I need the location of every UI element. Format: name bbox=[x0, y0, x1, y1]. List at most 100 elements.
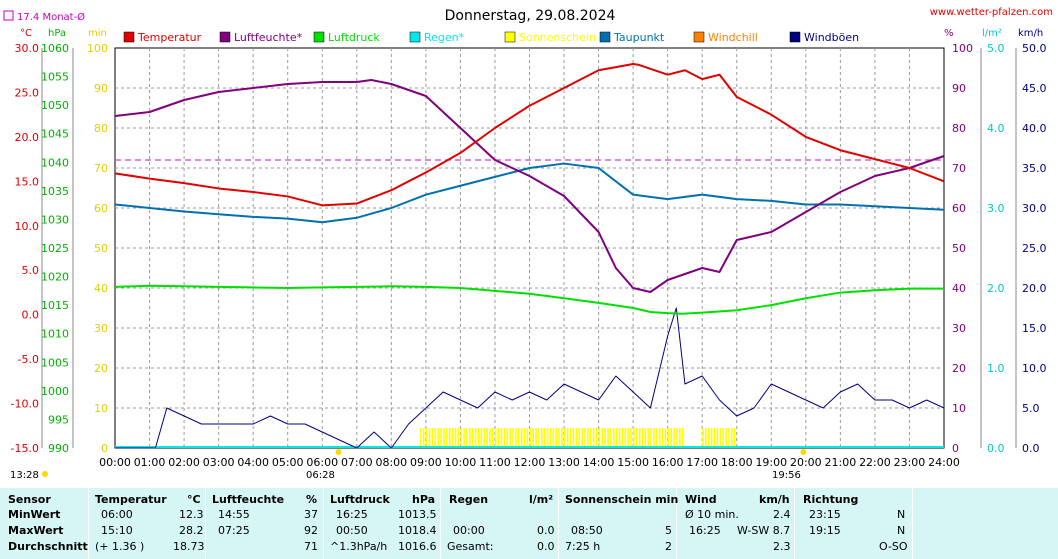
stats-time: 07:25 bbox=[218, 524, 250, 537]
legend-swatch bbox=[599, 31, 611, 43]
sunshine-bar bbox=[650, 428, 652, 448]
sunshine-bar bbox=[647, 428, 650, 448]
x-tick-label: 01:00 bbox=[134, 456, 166, 469]
sunshine-bar bbox=[538, 428, 540, 448]
stats-value: 0.0 bbox=[537, 524, 555, 537]
sunrise-label: 06:28 bbox=[306, 470, 335, 481]
wind-axis-tick-label: 45.0 bbox=[1022, 82, 1047, 95]
percent-axis-tick-label: 10 bbox=[952, 402, 966, 415]
sunshine-bar bbox=[681, 428, 684, 448]
sunshine-bar bbox=[446, 428, 448, 448]
sunshine-bar bbox=[503, 428, 506, 448]
sunshine-bar bbox=[664, 428, 667, 448]
sunshine-bar bbox=[719, 428, 722, 448]
pressure-axis-tick-label: 1030 bbox=[41, 213, 69, 226]
pressure-axis-tick-label: 1020 bbox=[41, 271, 69, 284]
sunshine-bar bbox=[578, 428, 581, 448]
stats-header-wind: Wind bbox=[685, 493, 717, 506]
stats-value: 71 bbox=[304, 540, 318, 553]
pressure-axis-tick-label: 995 bbox=[48, 413, 69, 426]
sunshine-bar bbox=[589, 428, 592, 448]
sunshine-bar bbox=[434, 428, 437, 448]
sunshine-bar bbox=[716, 428, 719, 448]
stats-time: Ø 10 min. bbox=[685, 508, 739, 521]
sunshine-bar bbox=[497, 428, 500, 448]
unit-hpa: hPa bbox=[48, 28, 66, 39]
sunshine-bar bbox=[581, 428, 583, 448]
sunshine-bar bbox=[431, 428, 434, 448]
sunshine-bar bbox=[621, 428, 624, 448]
temp-axis-tick-label: 5.0 bbox=[22, 264, 40, 277]
x-tick-label: 22:00 bbox=[859, 456, 891, 469]
wind-axis-tick-label: 20.0 bbox=[1022, 282, 1047, 295]
sunshine-bar bbox=[532, 428, 534, 448]
wind-axis-tick-label: 50.0 bbox=[1022, 42, 1047, 55]
x-tick-label: 24:00 bbox=[928, 456, 960, 469]
sunshine-bar bbox=[535, 428, 537, 448]
stats-value: N bbox=[897, 508, 906, 521]
sunshine-bar bbox=[587, 428, 589, 448]
stats-time: 19:15 bbox=[809, 524, 841, 537]
x-tick-label: 20:00 bbox=[790, 456, 822, 469]
sunshine-bar bbox=[440, 428, 442, 448]
minutes-axis-tick-label: 0 bbox=[101, 442, 108, 455]
wind-axis-tick-label: 5.0 bbox=[1022, 402, 1040, 415]
legend-label: Temperatur bbox=[137, 31, 202, 44]
chart-legend: Temperatur Luftfeuchte* Luftdruck Regen* Son… bbox=[123, 31, 859, 44]
sunshine-bar bbox=[558, 428, 560, 448]
pressure-axis-tick-label: 1010 bbox=[41, 328, 69, 341]
site-link[interactable]: www.wetter-pfalzen.com bbox=[930, 7, 1053, 18]
pressure-axis-tick-label: 1050 bbox=[41, 99, 69, 112]
wind-axis-tick-label: 30.0 bbox=[1022, 202, 1047, 215]
sunshine-bar bbox=[610, 428, 612, 448]
sunshine-bar bbox=[702, 428, 704, 448]
stats-value: 92 bbox=[304, 524, 318, 537]
sun-marker-icon bbox=[800, 449, 807, 455]
chart-marks bbox=[114, 63, 945, 455]
sunshine-bar bbox=[489, 428, 491, 448]
moonset-label: 13:28 bbox=[10, 470, 39, 481]
sunshine-bar bbox=[630, 428, 632, 448]
stats-col-sunshine: Sonnenschein min 08:50 5 7:25 h 2 bbox=[559, 488, 679, 559]
temp-axis-tick-label: 0.0 bbox=[22, 309, 40, 322]
sunshine-bar bbox=[730, 428, 733, 448]
sunshine-bar bbox=[713, 428, 716, 448]
series-line-wind-gusts bbox=[115, 307, 945, 449]
stats-header-rain: Regen bbox=[449, 493, 489, 506]
temp-axis-tick-label: -15.0 bbox=[11, 442, 39, 455]
sunshine-bar bbox=[466, 428, 468, 448]
legend-swatch bbox=[789, 31, 801, 43]
sunshine-bar bbox=[469, 428, 471, 448]
minutes-axis-tick-label: 50 bbox=[94, 242, 108, 255]
rain-axis-tick-label: 1.0 bbox=[987, 362, 1005, 375]
temp-axis-tick-label: -10.0 bbox=[11, 398, 39, 411]
x-tick-label: 11:00 bbox=[479, 456, 511, 469]
x-tick-label: 21:00 bbox=[825, 456, 857, 469]
legend-swatch bbox=[409, 31, 421, 43]
pressure-axis-tick-label: 1000 bbox=[41, 385, 69, 398]
sunshine-bar bbox=[457, 428, 460, 448]
sunshine-bar bbox=[460, 428, 463, 448]
sunshine-bar bbox=[705, 428, 707, 448]
temp-axis-tick-label: 20.0 bbox=[15, 131, 40, 144]
x-tick-label: 10:00 bbox=[445, 456, 477, 469]
stats-col-wind: Wind km/h Ø 10 min. 2.4 16:25 W-SW 8.7 2… bbox=[677, 488, 795, 559]
stats-header-sunshine: Sonnenschein min bbox=[565, 493, 679, 506]
sunshine-bar bbox=[443, 428, 445, 448]
x-tick-label: 23:00 bbox=[894, 456, 926, 469]
x-tick-label: 00:00 bbox=[99, 456, 131, 469]
wind-axis-tick-label: 10.0 bbox=[1022, 362, 1047, 375]
stats-col-direction: Richtung 23:15 N 19:15 N O-SO bbox=[795, 488, 913, 559]
sunshine-bar bbox=[506, 428, 509, 448]
sunshine-bar bbox=[428, 428, 431, 448]
month-avg-marker bbox=[3, 10, 14, 21]
sunshine-bar bbox=[463, 428, 465, 448]
sunshine-bar bbox=[615, 428, 618, 448]
x-tick-label: 14:00 bbox=[583, 456, 615, 469]
stats-time: 00:50 bbox=[336, 524, 368, 537]
sunset-label: 19:56 bbox=[772, 470, 801, 481]
axis-unit-labels: °C hPa min % l/m² km/h bbox=[20, 28, 1043, 39]
pressure-axis-tick-label: 1060 bbox=[41, 42, 69, 55]
stats-value: O-SO bbox=[879, 540, 908, 553]
legend-swatch bbox=[219, 31, 231, 43]
